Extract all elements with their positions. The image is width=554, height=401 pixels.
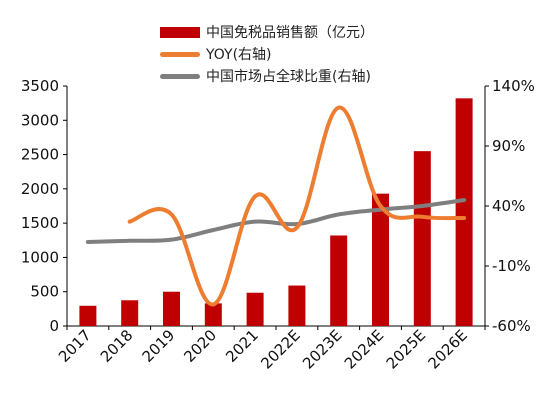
x-tick-label: 2026E [425,326,471,372]
right-tick-label: -60% [492,317,531,335]
legend-label-yoy: YOY(右轴) [206,47,272,63]
left-tick-label: 1000 [21,248,59,266]
legend-item-yoy: YOY(右轴) [160,44,374,64]
bar [330,235,348,326]
legend-swatch-yoy [160,51,200,57]
right-tick-label: 90% [492,137,525,155]
legend-label-share: 中国市场占全球比重(右轴) [206,69,371,85]
legend-swatch-share [160,73,200,79]
x-tick-label: 2025E [383,326,429,372]
right-tick-label: 140% [492,77,535,95]
line-global-share [85,198,467,244]
x-tick-label: 2020 [180,326,220,366]
bar [246,292,264,326]
x-tick-label: 2018 [97,326,137,366]
x-tick-label: 2019 [139,326,179,366]
bar [204,303,222,326]
legend-item-sales: 中国免税品销售额（亿元） [160,22,374,42]
left-tick-label: 1500 [21,214,59,232]
legend: 中国免税品销售额（亿元） YOY(右轴) 中国市场占全球比重(右轴) [160,22,374,88]
bar [413,151,431,326]
x-tick-label: 2024E [341,326,387,372]
left-tick-label: 0 [49,317,59,335]
bar [455,98,473,326]
legend-label-sales: 中国免税品销售额（亿元） [206,25,374,41]
right-tick-label: -10% [492,257,531,275]
x-tick-label: 2022E [257,326,303,372]
left-tick-label: 500 [30,283,59,301]
left-tick-label: 3500 [21,77,59,95]
x-tick-label: 2021 [222,326,262,366]
line-yoy [127,105,467,307]
x-tick-label: 2017 [55,326,95,366]
bar [288,285,306,326]
bar [163,291,180,326]
x-tick-label: 2023E [299,326,345,372]
bar [121,300,139,326]
right-tick-label: 40% [492,197,525,215]
left-tick-label: 2500 [21,146,59,164]
legend-item-share: 中国市场占全球比重(右轴) [160,66,374,86]
bar [372,193,389,326]
bar [79,305,97,326]
left-tick-label: 3000 [21,111,59,129]
legend-swatch-sales [160,26,200,38]
left-tick-label: 2000 [21,180,59,198]
